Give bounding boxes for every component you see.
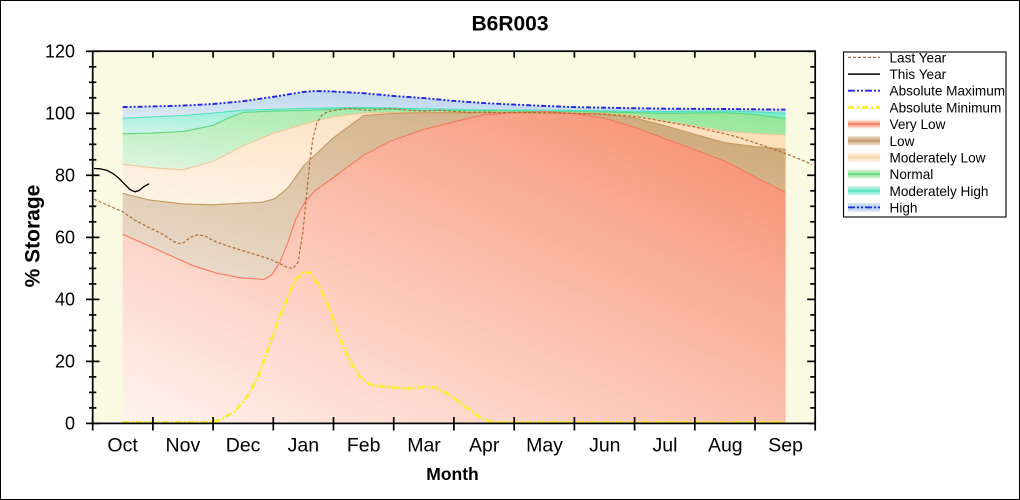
svg-text:Dec: Dec (226, 435, 261, 457)
svg-text:% Storage: % Storage (22, 185, 45, 288)
svg-text:80: 80 (55, 165, 75, 185)
svg-text:This Year: This Year (890, 67, 947, 82)
svg-text:60: 60 (55, 227, 75, 247)
svg-text:20: 20 (55, 351, 75, 371)
svg-text:Oct: Oct (107, 435, 138, 457)
svg-text:Absolute Minimum: Absolute Minimum (890, 100, 1002, 115)
svg-text:Last Year: Last Year (890, 50, 947, 65)
svg-text:Absolute Maximum: Absolute Maximum (890, 84, 1006, 99)
svg-text:Feb: Feb (347, 435, 381, 457)
svg-text:May: May (526, 435, 563, 457)
svg-text:Nov: Nov (166, 435, 201, 457)
svg-text:Moderately High: Moderately High (890, 184, 989, 199)
svg-text:120: 120 (45, 41, 75, 61)
svg-text:Sep: Sep (768, 435, 803, 457)
svg-text:Very Low: Very Low (890, 117, 946, 132)
svg-text:Jan: Jan (288, 435, 319, 457)
svg-text:Aug: Aug (708, 435, 743, 457)
svg-text:Mar: Mar (407, 435, 441, 457)
svg-text:100: 100 (45, 103, 75, 123)
svg-text:Normal: Normal (890, 167, 934, 182)
svg-text:40: 40 (55, 289, 75, 309)
svg-text:Low: Low (890, 134, 915, 149)
svg-text:Jun: Jun (589, 435, 620, 457)
svg-text:Moderately Low: Moderately Low (890, 150, 986, 165)
svg-text:B6R003: B6R003 (471, 13, 548, 36)
svg-text:Apr: Apr (469, 435, 500, 457)
svg-text:Month: Month (426, 464, 478, 484)
svg-text:High: High (890, 200, 918, 215)
svg-text:Jul: Jul (653, 435, 678, 457)
svg-text:0: 0 (65, 413, 75, 433)
